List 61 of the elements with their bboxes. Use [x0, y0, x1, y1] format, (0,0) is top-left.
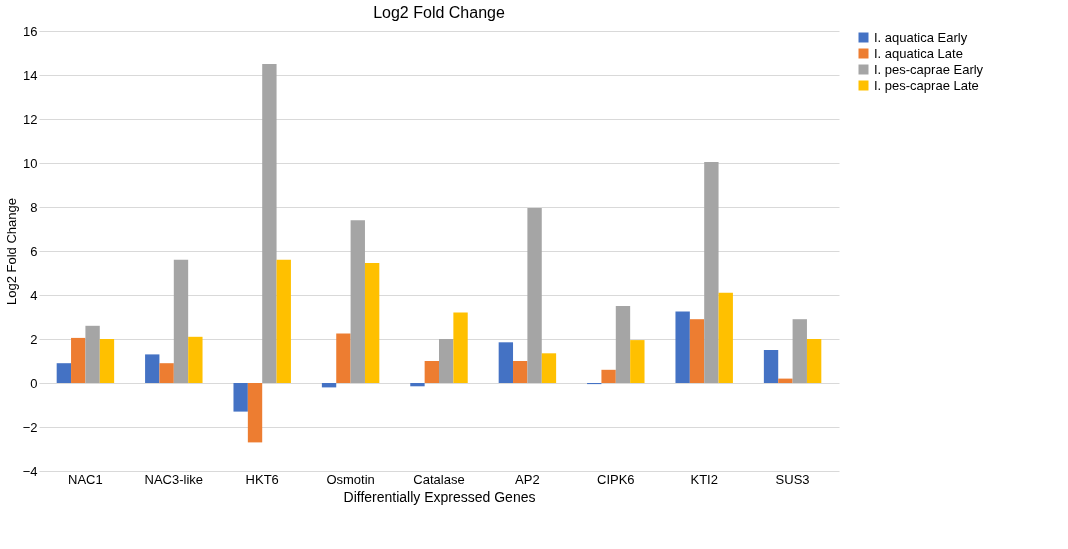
bar [498, 342, 514, 383]
bar [145, 354, 160, 383]
y-tick-label: 6 [30, 243, 38, 259]
x-tick-label: KTI2 [690, 471, 718, 487]
bar [233, 383, 248, 412]
y-tick-label: 8 [30, 199, 38, 215]
bar [85, 325, 100, 383]
bar [173, 259, 189, 383]
bar [424, 361, 439, 383]
bar [188, 336, 203, 383]
x-tick-label: SUS3 [775, 471, 810, 487]
y-tick-label: 10 [23, 155, 38, 171]
y-tick-label: 16 [23, 23, 38, 39]
bar [541, 353, 557, 383]
bar [675, 311, 690, 383]
x-tick-label: CIPK6 [597, 471, 635, 487]
bar [364, 263, 380, 383]
bar [99, 339, 115, 383]
x-tick-label: NAC1 [68, 471, 103, 487]
bar [718, 292, 733, 383]
bar [350, 220, 365, 383]
bar [527, 208, 542, 383]
y-axis-title: Log2 Fold Change [3, 198, 19, 305]
bar [71, 337, 86, 383]
x-axis-title: Differentially Expressed Genes [343, 488, 536, 505]
y-tick-label: 4 [30, 287, 38, 303]
legend-label: I. pes-caprae Late [874, 77, 979, 93]
bar [336, 333, 351, 383]
bar [630, 340, 645, 383]
legend-label: I. pes-caprae Early [874, 61, 984, 77]
y-tick-label: 2 [30, 331, 38, 347]
bar [453, 312, 468, 383]
y-tick-label: −4 [22, 463, 38, 479]
bar [513, 361, 528, 383]
bar [806, 339, 822, 383]
bar [615, 306, 631, 383]
x-tick-label: AP2 [515, 471, 540, 487]
bar [262, 64, 277, 383]
legend-label: I. aquatica Late [874, 45, 963, 61]
y-tick-label: 14 [23, 67, 38, 83]
bar [601, 369, 616, 383]
x-tick-label: NAC3-like [144, 471, 204, 487]
bar [159, 363, 174, 383]
x-tick-label: Osmotin [326, 471, 375, 487]
chart-title: Log2 Fold Change [373, 4, 505, 21]
bar [778, 378, 793, 383]
bar [439, 339, 454, 383]
y-tick-label: 0 [30, 375, 38, 391]
bar [247, 383, 263, 443]
bar [276, 259, 291, 383]
bar [763, 350, 779, 383]
y-tick-label: 12 [23, 111, 38, 127]
legend-label: I. aquatica Early [874, 29, 968, 45]
bar [704, 161, 719, 383]
bar [56, 363, 72, 383]
bar [792, 319, 807, 383]
bar [410, 383, 425, 387]
y-tick-label: −2 [22, 419, 38, 435]
bar [689, 319, 705, 383]
x-tick-label: Catalase [413, 471, 465, 487]
x-tick-label: HKT6 [245, 471, 279, 487]
